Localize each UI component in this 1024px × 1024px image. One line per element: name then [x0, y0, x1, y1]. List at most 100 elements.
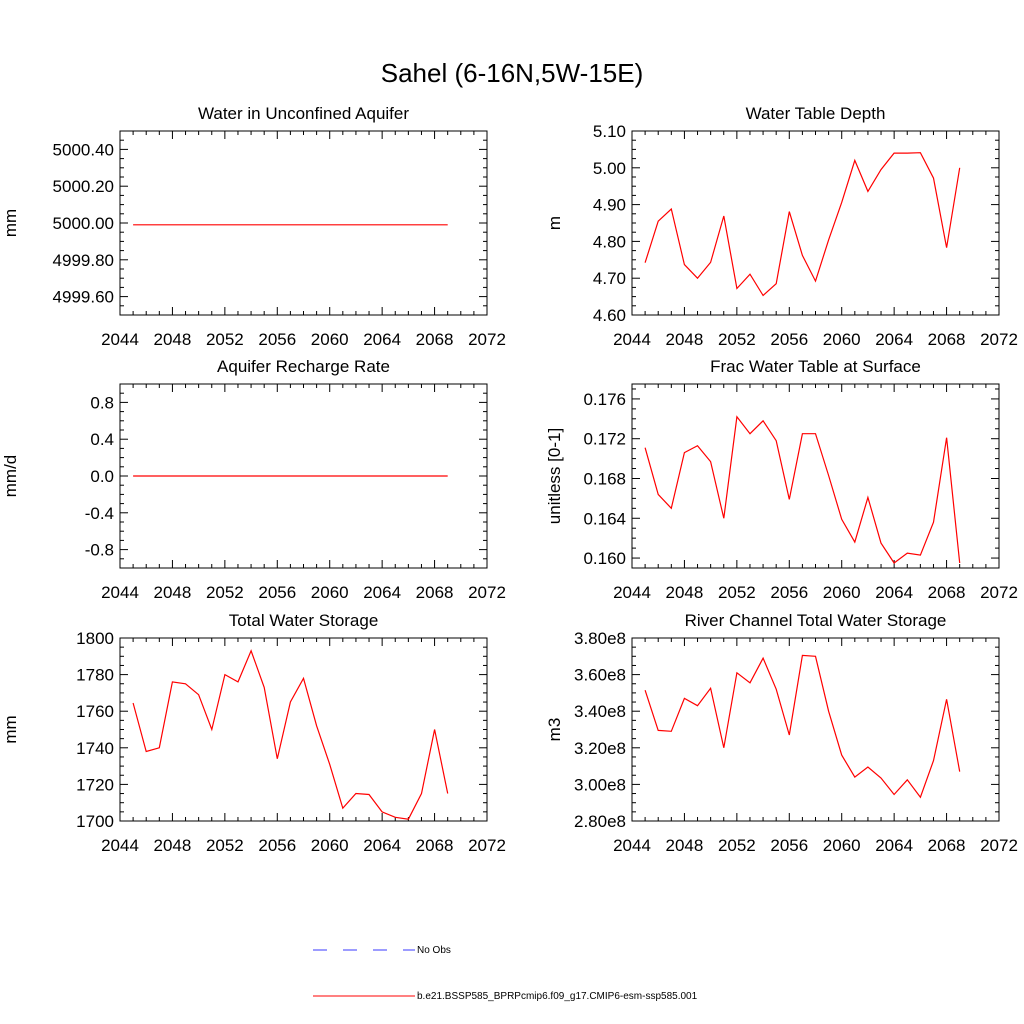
chart-title: Aquifer Recharge Rate [217, 357, 390, 376]
chart-title: River Channel Total Water Storage [685, 611, 947, 630]
y-tick-label: 3.60e8 [574, 666, 626, 685]
x-tick-label: 2072 [468, 583, 506, 602]
y-axis-label: m3 [545, 718, 564, 742]
x-tick-label: 2068 [928, 330, 966, 349]
y-axis-label: mm [1, 209, 20, 237]
y-tick-label: 1700 [76, 812, 114, 831]
x-tick-label: 2056 [770, 330, 808, 349]
y-tick-label: 4.60 [593, 306, 626, 325]
y-axis-label: mm/d [1, 455, 20, 498]
y-tick-label: 5000.40 [53, 140, 114, 159]
x-tick-label: 2056 [258, 836, 296, 855]
x-tick-label: 2072 [468, 836, 506, 855]
x-tick-label: 2064 [363, 330, 401, 349]
y-tick-label: 5.00 [593, 159, 626, 178]
plot-frame [119, 637, 488, 822]
y-tick-label: -0.8 [85, 541, 114, 560]
x-tick-label: 2044 [101, 836, 139, 855]
plot-frame [631, 637, 1000, 822]
y-tick-label: 4999.60 [53, 288, 114, 307]
x-tick-label: 2048 [154, 583, 192, 602]
chart-panel-5: Total Water Storage 2044 2048 2052 2056 2060 2… [1, 611, 506, 855]
x-tick-label: 2060 [311, 836, 349, 855]
x-tick-label: 2064 [875, 583, 913, 602]
x-tick-label: 2048 [666, 836, 704, 855]
y-tick-label: 1800 [76, 629, 114, 648]
x-tick-label: 2048 [154, 836, 192, 855]
chart-panel-4: Frac Water Table at Surface 2044 2048 2052 2… [545, 357, 1018, 602]
x-tick-label: 2052 [718, 836, 756, 855]
x-tick-label: 2044 [101, 583, 139, 602]
x-tick-label: 2064 [363, 583, 401, 602]
y-tick-label: 3.80e8 [574, 629, 626, 648]
x-tick-label: 2060 [311, 330, 349, 349]
x-tick-label: 2048 [666, 583, 704, 602]
y-tick-label: 1760 [76, 702, 114, 721]
series-line [644, 415, 961, 564]
panel-grid: Water in Unconfined Aquifer 2044 2048 2052 2… [1, 104, 1018, 855]
x-tick-label: 2044 [613, 583, 651, 602]
y-tick-label: 2.80e8 [574, 812, 626, 831]
x-tick-label: 2064 [363, 836, 401, 855]
plot-frame [119, 130, 488, 316]
y-tick-label: 0.4 [90, 430, 114, 449]
y-tick-label: 4.90 [593, 196, 626, 215]
y-axis-label: unitless [0-1] [545, 428, 564, 524]
x-tick-label: 2048 [154, 330, 192, 349]
y-tick-label: 0.176 [583, 390, 626, 409]
chart-panel-6: River Channel Total Water Storage 2044 204… [545, 611, 1018, 855]
legend: No Obs b.e21.BSSP585_BPRPcmip6.f09_g17.C… [313, 945, 698, 1002]
x-tick-label: 2060 [823, 330, 861, 349]
x-tick-label: 2056 [770, 836, 808, 855]
chart-title: Total Water Storage [229, 611, 379, 630]
y-axis-label: m [545, 216, 564, 230]
chart-panel-1: Water in Unconfined Aquifer 2044 2048 2052 2… [1, 104, 506, 349]
x-tick-label: 2052 [718, 330, 756, 349]
y-tick-label: 0.0 [90, 467, 114, 486]
legend-model-label: b.e21.BSSP585_BPRPcmip6.f09_g17.CMIP6-es… [417, 991, 698, 1002]
x-tick-label: 2072 [468, 330, 506, 349]
x-tick-label: 2044 [613, 836, 651, 855]
y-tick-label: 3.40e8 [574, 702, 626, 721]
x-tick-label: 2072 [980, 583, 1018, 602]
x-tick-label: 2072 [980, 330, 1018, 349]
y-tick-label: 4.70 [593, 269, 626, 288]
y-tick-label: -0.4 [85, 504, 114, 523]
series-line [644, 152, 961, 297]
x-tick-label: 2064 [875, 836, 913, 855]
chart-panel-3: Aquifer Recharge Rate 2044 2048 2052 2056 206… [1, 357, 506, 602]
y-tick-label: 5.10 [593, 122, 626, 141]
x-tick-label: 2052 [206, 836, 244, 855]
x-tick-label: 2068 [416, 330, 454, 349]
y-tick-label: 5000.20 [53, 177, 114, 196]
x-tick-label: 2052 [206, 583, 244, 602]
x-tick-label: 2072 [980, 836, 1018, 855]
x-tick-label: 2044 [101, 330, 139, 349]
chart-title: Water in Unconfined Aquifer [198, 104, 409, 123]
x-tick-label: 2068 [416, 583, 454, 602]
chart-panel-2: Water Table Depth 2044 2048 2052 2056 2060 206… [545, 104, 1018, 349]
y-tick-label: 3.00e8 [574, 775, 626, 794]
x-tick-label: 2056 [770, 583, 808, 602]
chart-title: Frac Water Table at Surface [710, 357, 921, 376]
y-tick-label: 0.172 [583, 430, 626, 449]
legend-obs-label: No Obs [417, 945, 451, 956]
x-tick-label: 2052 [206, 330, 244, 349]
y-tick-label: 0.168 [583, 469, 626, 488]
y-tick-label: 4999.80 [53, 251, 114, 270]
y-tick-label: 0.8 [90, 393, 114, 412]
x-tick-label: 2052 [718, 583, 756, 602]
x-tick-label: 2060 [823, 583, 861, 602]
y-tick-label: 4.80 [593, 232, 626, 251]
x-tick-label: 2068 [928, 836, 966, 855]
x-tick-label: 2060 [823, 836, 861, 855]
x-tick-label: 2060 [311, 583, 349, 602]
y-tick-label: 1720 [76, 775, 114, 794]
x-tick-label: 2048 [666, 330, 704, 349]
series-line [132, 649, 449, 820]
y-tick-label: 0.164 [583, 509, 626, 528]
plot-frame [631, 383, 1000, 569]
y-tick-label: 1780 [76, 666, 114, 685]
y-axis-label: mm [1, 715, 20, 743]
